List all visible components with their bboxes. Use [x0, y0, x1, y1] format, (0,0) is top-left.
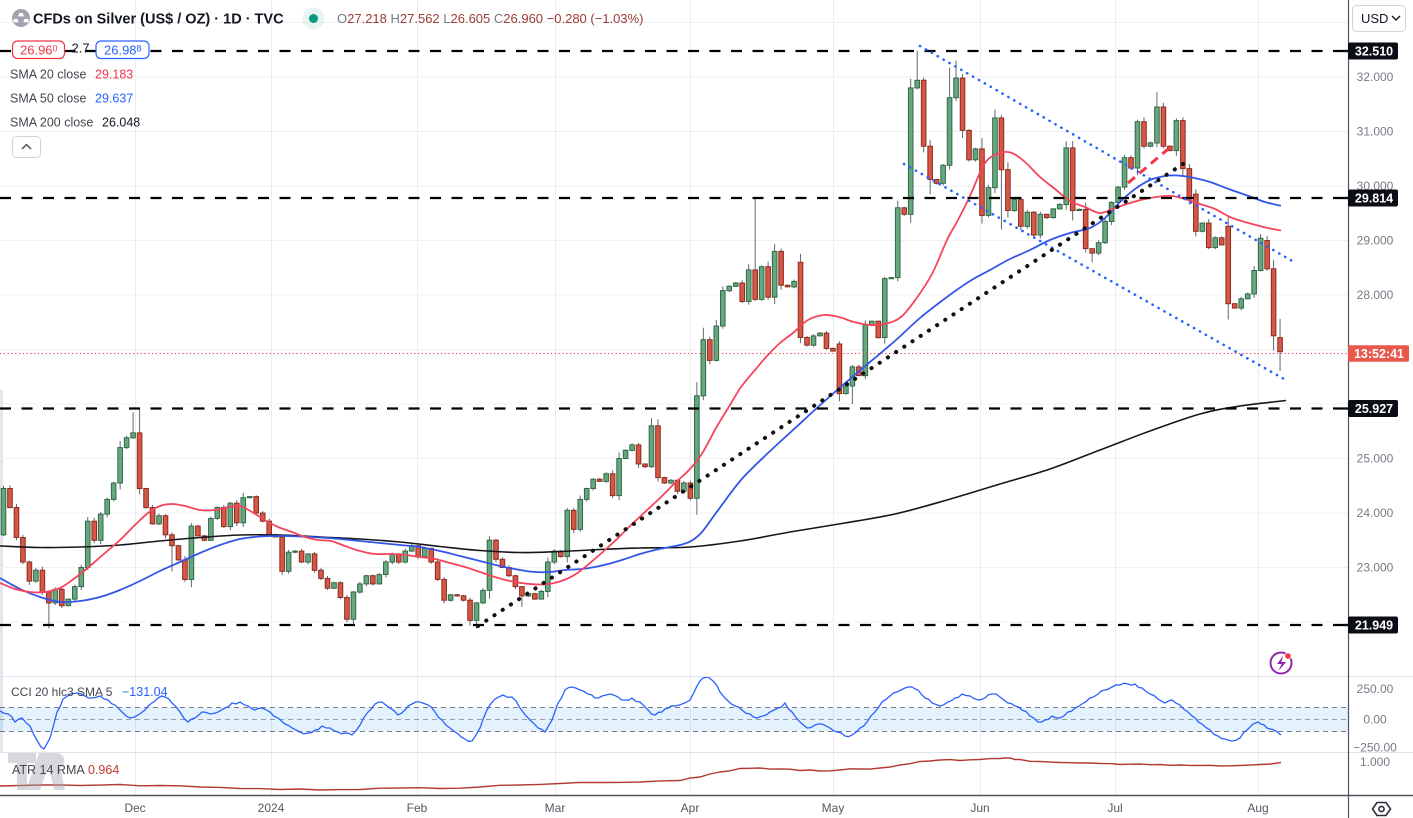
- svg-text:CFDs on Silver (US$ / OZ) · 1D: CFDs on Silver (US$ / OZ) · 1D · TVC: [33, 12, 284, 28]
- svg-text:Apr: Apr: [681, 801, 700, 815]
- svg-text:SMA 50 close: SMA 50 close: [10, 92, 86, 106]
- svg-text:28.000: 28.000: [1357, 288, 1394, 302]
- svg-text:29.183: 29.183: [95, 68, 133, 82]
- svg-text:SMA 20 close: SMA 20 close: [10, 68, 86, 82]
- svg-text:USD: USD: [1361, 11, 1388, 26]
- svg-text:Dec: Dec: [124, 801, 145, 815]
- svg-text:Jun: Jun: [970, 801, 989, 815]
- svg-text:CCI 20 hlc3 SMA 5: CCI 20 hlc3 SMA 5: [11, 685, 113, 699]
- svg-text:250.00: 250.00: [1357, 682, 1394, 696]
- svg-text:24.000: 24.000: [1357, 506, 1394, 520]
- svg-text:0.00: 0.00: [1363, 713, 1387, 727]
- svg-text:32.000: 32.000: [1357, 70, 1394, 84]
- svg-text:Jul: Jul: [1107, 801, 1122, 815]
- svg-text:ATR 14 RMA: ATR 14 RMA: [12, 763, 85, 777]
- svg-text:2024: 2024: [258, 801, 285, 815]
- svg-text:13:52:41: 13:52:41: [1354, 347, 1404, 361]
- svg-text:31.000: 31.000: [1357, 125, 1394, 139]
- svg-text:0.964: 0.964: [88, 763, 119, 777]
- svg-text:21.949: 21.949: [1355, 619, 1393, 633]
- svg-text:25.000: 25.000: [1357, 452, 1394, 466]
- svg-text:SMA 200 close: SMA 200 close: [10, 116, 93, 130]
- svg-text:25.927: 25.927: [1355, 402, 1393, 416]
- svg-text:29.814: 29.814: [1355, 192, 1393, 206]
- svg-text:Aug: Aug: [1247, 801, 1268, 815]
- svg-text:−250.00: −250.00: [1353, 741, 1397, 755]
- svg-text:26.048: 26.048: [102, 116, 140, 130]
- svg-text:May: May: [822, 801, 845, 815]
- svg-text:Feb: Feb: [407, 801, 428, 815]
- svg-text:29.000: 29.000: [1357, 234, 1394, 248]
- svg-text:−131.04: −131.04: [122, 685, 168, 699]
- svg-text:26.988: 26.988: [104, 43, 142, 58]
- svg-text:32.510: 32.510: [1355, 45, 1393, 59]
- svg-text:2.7: 2.7: [72, 41, 90, 56]
- svg-text:26.960: 26.960: [20, 43, 58, 58]
- svg-text:O27.218 H27.562 L26.605 C26.96: O27.218 H27.562 L26.605 C26.960 −0.280 (…: [337, 11, 644, 26]
- svg-text:Mar: Mar: [545, 801, 566, 815]
- svg-text:29.637: 29.637: [95, 92, 133, 106]
- svg-text:23.000: 23.000: [1357, 561, 1394, 575]
- svg-text:1.000: 1.000: [1360, 755, 1390, 769]
